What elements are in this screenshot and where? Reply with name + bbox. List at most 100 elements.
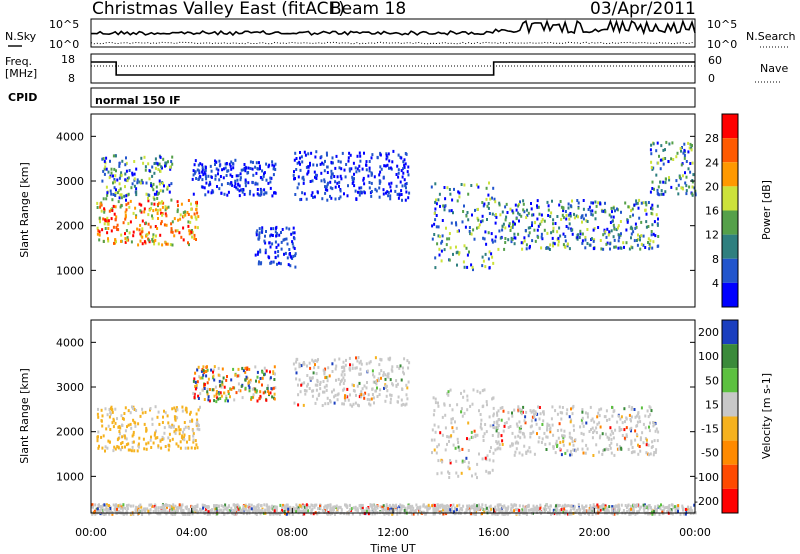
echo-cell [483, 432, 486, 436]
echo-cell [625, 433, 628, 437]
echo-cell [119, 187, 122, 191]
echo-cell [454, 420, 456, 424]
echo-cell [510, 225, 513, 229]
echo-cell [214, 504, 217, 508]
echo-cell [467, 506, 469, 510]
echo-cell [476, 389, 479, 393]
echo-cell [227, 169, 230, 173]
echo-cell [617, 239, 620, 243]
echo-cell [228, 162, 231, 166]
echo-cell [340, 508, 343, 512]
echo-cell [566, 408, 569, 412]
echo-cell [324, 402, 327, 406]
echo-cell [98, 233, 101, 237]
echo-cell [546, 200, 549, 204]
echo-cell [537, 506, 540, 510]
echo-cell [183, 421, 186, 424]
echo-cell [166, 242, 169, 246]
echo-cell [448, 258, 451, 262]
echo-cell [546, 435, 549, 439]
echo-cell [522, 208, 525, 212]
echo-cell [557, 240, 560, 244]
echo-cell [257, 509, 260, 513]
echo-cell [582, 432, 585, 436]
echo-cell [452, 503, 455, 507]
echo-cell [523, 419, 526, 423]
echo-cell [209, 182, 212, 186]
echo-cell [662, 192, 665, 196]
echo-cell [226, 375, 228, 378]
echo-cell [503, 504, 506, 508]
echo-cell [301, 160, 304, 164]
echo-cell [469, 232, 472, 236]
echo-cell [689, 170, 692, 174]
echo-cell [487, 206, 490, 210]
echo-cell [566, 244, 569, 248]
echo-cell [650, 510, 653, 514]
echo-cell [511, 209, 514, 213]
echo-cell [113, 178, 116, 181]
echo-cell [320, 155, 323, 159]
echo-cell [280, 231, 282, 234]
echo-cell [585, 219, 588, 223]
echo-cell [292, 173, 295, 177]
colorbar-segment [722, 114, 738, 139]
echo-cell [624, 201, 627, 205]
echo-cell [646, 452, 649, 456]
echo-cell [361, 387, 364, 391]
echo-cell [561, 506, 563, 510]
echo-cell [568, 217, 571, 221]
echo-cell [479, 391, 482, 395]
echo-cell [635, 202, 638, 206]
echo-cell [298, 503, 301, 507]
echo-cell [369, 512, 372, 516]
echo-cell [407, 366, 410, 370]
colorbar-segment [722, 162, 738, 187]
echo-cell [623, 245, 625, 249]
echo-cell [128, 169, 131, 172]
echo-cell [285, 512, 288, 516]
echo-cell [264, 390, 267, 394]
echo-cell [112, 503, 115, 507]
echo-cell [585, 421, 588, 425]
echo-cell [266, 508, 269, 512]
echo-cell [529, 409, 532, 413]
echo-cell [636, 420, 639, 424]
echo-cell [194, 159, 197, 163]
echo-cell [557, 436, 560, 440]
echo-cell [374, 187, 377, 191]
echo-cell [526, 214, 529, 217]
echo-cell [151, 165, 154, 169]
power-panel-frame [90, 113, 696, 308]
echo-cell [559, 440, 562, 444]
echo-cell [109, 428, 112, 431]
echo-cell [586, 220, 589, 223]
echo-cell [542, 419, 545, 423]
echo-cell [165, 161, 168, 165]
echo-cell [474, 507, 477, 511]
echo-cell [265, 178, 268, 182]
echo-cell [387, 194, 390, 198]
echo-cell [330, 169, 333, 173]
echo-cell [597, 508, 600, 512]
echo-cell [510, 236, 513, 240]
echo-cell [292, 245, 295, 249]
echo-cell [152, 188, 155, 192]
echo-cell [267, 255, 270, 259]
echo-cell [564, 451, 567, 455]
echo-cell [297, 506, 300, 510]
echo-cell [209, 388, 211, 391]
echo-cell [338, 184, 340, 188]
echo-cell [110, 167, 113, 171]
echo-cell [334, 197, 337, 201]
echo-cell [402, 370, 405, 374]
echo-cell [533, 228, 536, 232]
echo-cell [492, 414, 495, 418]
echo-cell [140, 509, 143, 513]
echo-cell [130, 449, 133, 453]
echo-cell [196, 427, 199, 431]
echo-cell [599, 505, 602, 509]
echo-cell [605, 242, 608, 246]
echo-cell [220, 504, 223, 508]
echo-cell [130, 426, 133, 430]
